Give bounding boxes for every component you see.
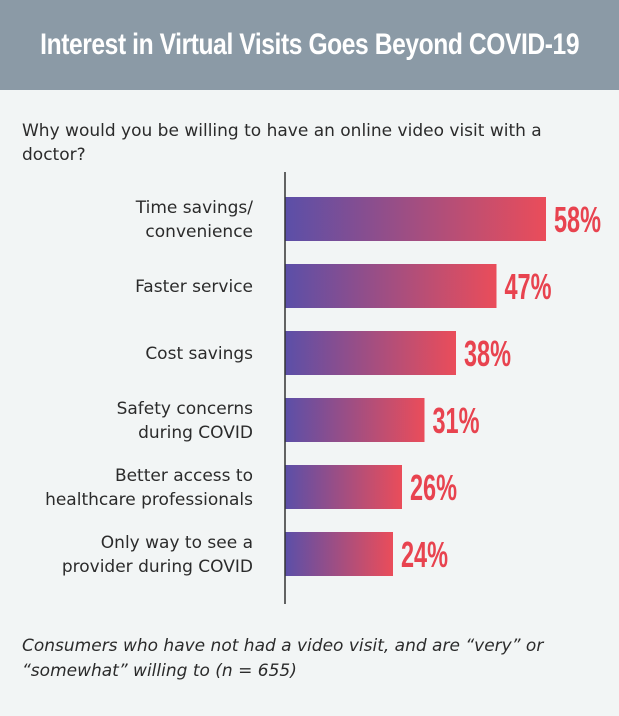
bar-1 [285,264,497,308]
chart-footnote: Consumers who have not had a video visit… [22,636,544,681]
category-label-0: Time savings/convenience [135,198,253,242]
bar-2 [285,331,456,375]
bar-0 [285,197,546,241]
category-label-2: Cost savings [145,344,253,364]
category-label-4: Better access to healthcare professionals [45,466,253,510]
chart-question: Why would you be willing to have an onli… [22,121,542,165]
header-banner: Interest in Virtual Visits Goes Beyond C… [0,0,619,90]
category-label-1: Faster service [135,277,253,297]
value-label-5: 24% [401,534,448,575]
value-label-0: 58% [554,199,601,240]
bar-3 [285,398,425,442]
chart-title: Interest in Virtual Visits Goes Beyond C… [40,28,579,61]
value-label-3: 31% [433,400,480,441]
bar-5 [285,532,393,576]
category-label-5: Only way to see a provider during COVID [62,533,253,577]
category-label-3: Safety concerns during COVID [117,399,254,443]
bar-4 [285,465,402,509]
value-label-2: 38% [464,333,511,374]
value-label-4: 26% [410,467,457,508]
value-label-1: 47% [505,266,552,307]
